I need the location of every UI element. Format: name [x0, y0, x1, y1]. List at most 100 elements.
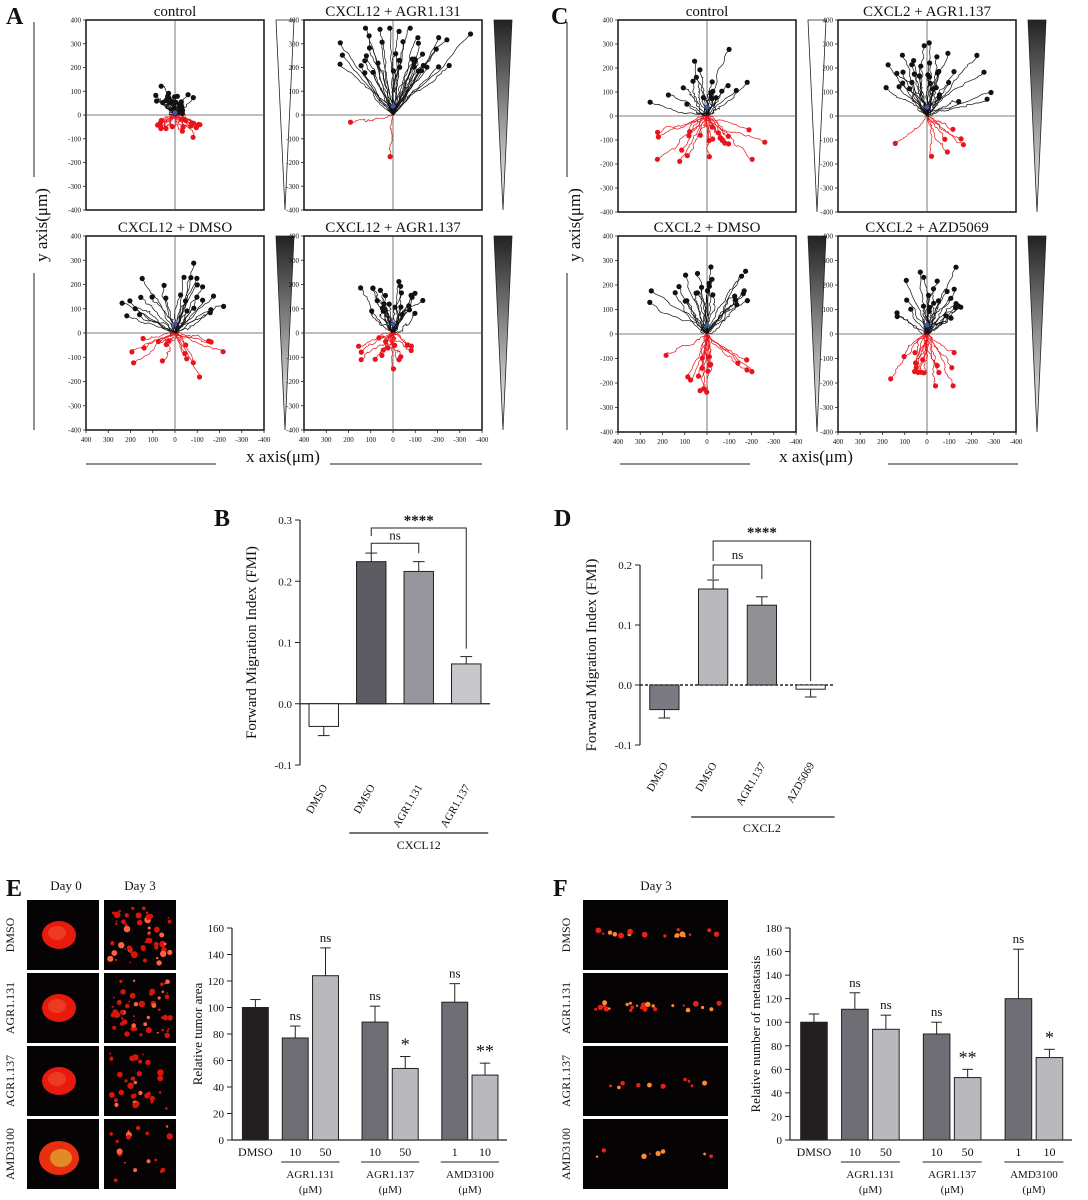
cell-dot	[131, 951, 138, 959]
image-tile	[583, 900, 728, 970]
x-tick-label: -300	[987, 438, 1000, 446]
track-endpoint	[182, 351, 188, 357]
track-endpoint	[911, 71, 917, 77]
track-endpoint	[917, 269, 923, 275]
track-endpoint	[372, 356, 378, 362]
bar	[841, 1008, 869, 1141]
track-endpoint	[988, 89, 994, 96]
cell-track	[926, 315, 947, 335]
metastasis-dot	[617, 1085, 621, 1090]
track-endpoint	[366, 45, 373, 51]
track-endpoint	[680, 85, 686, 91]
y-tick-label: 0.1	[278, 638, 292, 650]
bar	[281, 1037, 309, 1141]
cell-track	[700, 115, 708, 136]
centroid-marker	[924, 322, 930, 328]
track-endpoint	[928, 153, 935, 159]
track-endpoint	[149, 294, 155, 300]
y-tick-label: -400	[286, 427, 299, 435]
track-plot-title: CXCL2 + AGR1.137	[863, 4, 992, 20]
y-tick-label: 0.0	[278, 699, 292, 711]
x-tick-label: -100	[409, 436, 422, 444]
track-endpoint	[706, 138, 712, 144]
cell-dot	[119, 979, 123, 984]
image-tile	[104, 1119, 176, 1189]
bar	[1035, 1057, 1064, 1141]
metastasis-dot	[627, 928, 633, 935]
track-plot: CXCL2 + AGR1.137 400 300 200 100 0 -100 -200 -30…	[820, 4, 1047, 217]
track-endpoint	[708, 264, 714, 270]
track-plot-title: CXCL12 + DMSO	[118, 220, 232, 236]
y-tick-label: -200	[286, 378, 299, 386]
cell-dot	[151, 1003, 157, 1008]
track-endpoint	[974, 52, 980, 59]
cell-dot	[132, 1015, 135, 1018]
track-endpoint	[706, 154, 713, 160]
track-endpoint	[746, 127, 752, 133]
cell-dot	[124, 1079, 128, 1083]
cell-track	[133, 332, 176, 364]
track-endpoint	[920, 357, 926, 363]
track-endpoint	[710, 88, 716, 94]
y-tick-label: 100	[603, 306, 614, 314]
y-tick-label: -100	[820, 137, 833, 145]
track-endpoint	[663, 352, 669, 358]
cell-track	[706, 300, 736, 335]
group-label: AGR1.131	[286, 1169, 334, 1181]
cell-dot	[167, 949, 173, 956]
track-endpoint	[907, 86, 913, 92]
cell-track	[382, 331, 394, 351]
track-plot: control 400 300 200 100 0 -100 -200 -300 -400	[68, 4, 295, 215]
cell-dot	[167, 917, 170, 919]
cell-track	[174, 114, 195, 138]
track-endpoint	[706, 354, 713, 360]
cell-dot	[145, 1059, 151, 1065]
image-day3	[104, 973, 176, 1043]
cell-track	[392, 305, 410, 334]
track-endpoint	[953, 301, 959, 307]
metastasis-dot	[688, 933, 692, 936]
track-endpoint	[163, 295, 169, 301]
track-endpoint	[920, 303, 927, 309]
metastasis-dot	[683, 1077, 687, 1082]
y-axis-title: Forward Migration Index (FMI)	[584, 559, 600, 752]
gradient-wedge	[1027, 19, 1047, 213]
cell-track	[392, 332, 412, 347]
category-label: DMSO	[304, 782, 330, 816]
cell-track	[681, 115, 708, 151]
cell-dot	[138, 1090, 143, 1096]
track-endpoint	[687, 129, 693, 135]
cell-track	[392, 293, 416, 334]
y-axis-label: y axis(μm)	[565, 188, 584, 262]
track-endpoint	[981, 69, 987, 75]
track-endpoint	[960, 142, 967, 148]
track-endpoint	[153, 92, 159, 98]
cell-track	[885, 87, 928, 117]
track-endpoint	[909, 62, 915, 68]
y-tick-label: 120	[208, 976, 225, 988]
cell-track	[922, 305, 928, 335]
cell-track	[381, 42, 394, 116]
cell-track	[679, 115, 708, 162]
y-tick-label: 400	[823, 233, 834, 241]
y-tick-label: 0	[777, 1135, 783, 1147]
image-day3-row	[583, 1119, 728, 1189]
x-tick-label: 0	[173, 436, 177, 444]
metastasis-dot	[597, 1004, 603, 1011]
cell-track	[151, 296, 176, 334]
star-bracket	[712, 540, 812, 681]
y-tick-label: 200	[289, 281, 300, 289]
track-endpoint	[190, 95, 196, 101]
track-endpoint	[682, 298, 688, 304]
cell-dot	[161, 1028, 165, 1032]
track-endpoint	[196, 374, 203, 380]
metastasis-dot	[671, 1004, 675, 1008]
significance-label: *	[1045, 1027, 1054, 1047]
y-tick-label: 200	[603, 65, 614, 73]
y-tick-label: 80	[771, 1041, 783, 1053]
image-day3	[104, 1046, 176, 1116]
image-day0	[27, 973, 99, 1043]
y-tick-label: 0	[830, 113, 834, 121]
y-tick-label: 60	[213, 1056, 225, 1068]
track-endpoint	[163, 98, 169, 104]
